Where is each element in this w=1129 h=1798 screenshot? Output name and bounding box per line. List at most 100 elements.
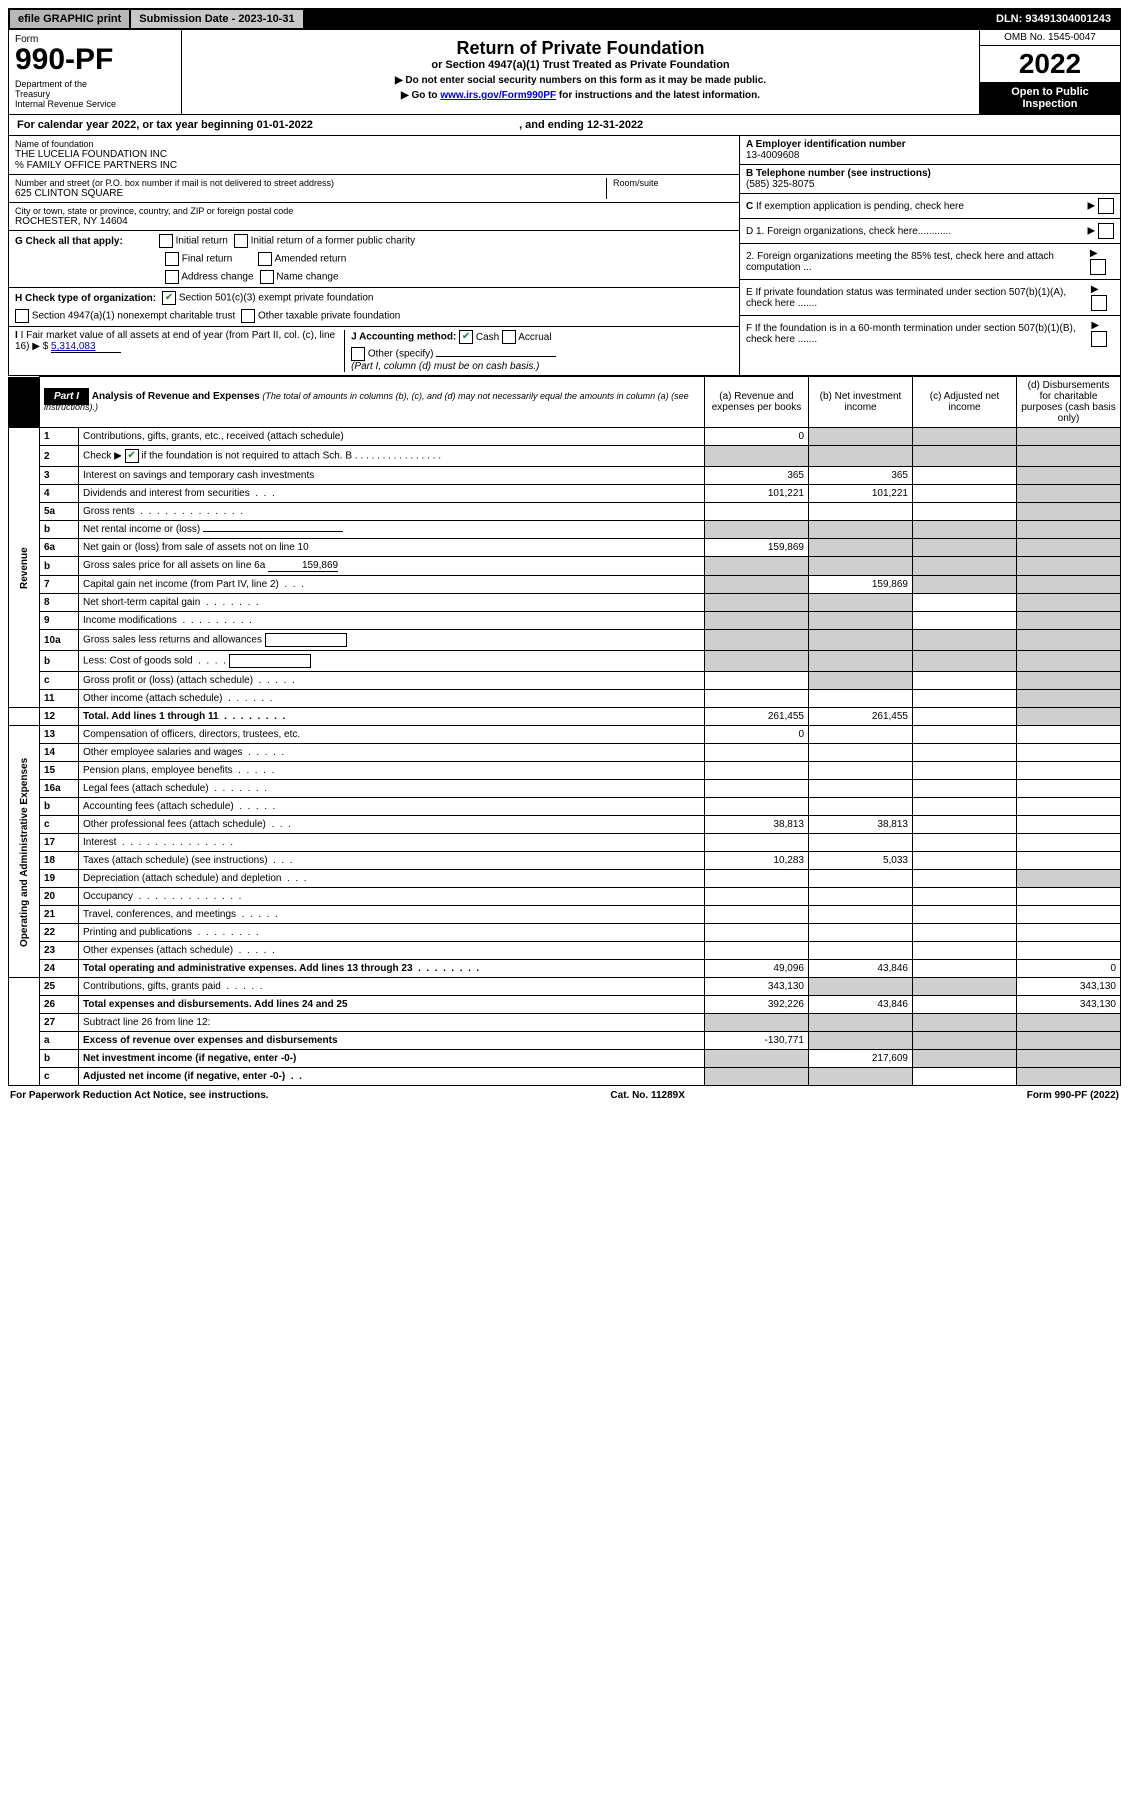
checkbox-c[interactable] — [1098, 198, 1114, 214]
j-accrual: Accrual — [518, 332, 551, 343]
g-opt6: Name change — [276, 272, 338, 283]
line-17: 17Interest . . . . . . . . . . . . . . — [9, 834, 1121, 852]
entity-info: Name of foundation THE LUCELIA FOUNDATIO… — [8, 136, 1121, 376]
form-header: Form 990-PF Department of theTreasuryInt… — [8, 30, 1121, 115]
line-4: 4Dividends and interest from securities … — [9, 485, 1121, 503]
line-27: 27Subtract line 26 from line 12: — [9, 1014, 1121, 1032]
h-opt2: Section 4947(a)(1) nonexempt charitable … — [32, 311, 235, 322]
city-cell: City or town, state or province, country… — [9, 203, 739, 231]
cal-begin: 01-01-2022 — [257, 119, 313, 131]
i-arrow: ▶ $ — [32, 341, 48, 352]
addr-cell: Number and street (or P.O. box number if… — [9, 175, 739, 203]
line-16a: 16aLegal fees (attach schedule) . . . . … — [9, 780, 1121, 798]
e-cell: E If private foundation status was termi… — [740, 280, 1120, 316]
submission-date: Submission Date - 2023-10-31 — [131, 10, 304, 28]
j-other: Other (specify) — [368, 349, 434, 360]
line-21: 21Travel, conferences, and meetings . . … — [9, 906, 1121, 924]
addr-label: Number and street (or P.O. box number if… — [15, 178, 606, 188]
line-14: 14Other employee salaries and wages . . … — [9, 744, 1121, 762]
checkbox-d2[interactable] — [1090, 259, 1106, 275]
footer-right: Form 990-PF (2022) — [1027, 1090, 1119, 1101]
line-8: 8Net short-term capital gain . . . . . .… — [9, 594, 1121, 612]
checkbox-d1[interactable] — [1098, 223, 1114, 239]
h-opt3: Other taxable private foundation — [258, 311, 400, 322]
h-opt1: Section 501(c)(3) exempt private foundat… — [179, 293, 374, 304]
phone-value: (585) 325-8075 — [746, 179, 1114, 190]
line-2: 2 Check ▶ if the foundation is not requi… — [9, 446, 1121, 467]
checkbox-e[interactable] — [1091, 295, 1107, 311]
irs-link[interactable]: www.irs.gov/Form990PF — [440, 90, 556, 101]
checkbox-other-tax[interactable] — [241, 309, 255, 323]
checkbox-f[interactable] — [1091, 331, 1107, 347]
line-11: 11Other income (attach schedule) . . . .… — [9, 690, 1121, 708]
line-23: 23Other expenses (attach schedule) . . .… — [9, 942, 1121, 960]
open-to-public: Open to Public Inspection — [980, 82, 1120, 114]
checkbox-name[interactable] — [260, 270, 274, 284]
line-6b: bGross sales price for all assets on lin… — [9, 557, 1121, 576]
e-label: E If private foundation status was termi… — [746, 287, 1091, 309]
line-27a: aExcess of revenue over expenses and dis… — [9, 1032, 1121, 1050]
note2-pre: ▶ Go to — [401, 90, 440, 101]
cal-mid: , and ending — [519, 119, 587, 131]
f-cell: F If the foundation is in a 60-month ter… — [740, 316, 1120, 351]
city-label: City or town, state or province, country… — [15, 206, 733, 216]
omb-number: OMB No. 1545-0047 — [980, 30, 1120, 46]
checkbox-cash[interactable] — [459, 330, 473, 344]
c-cell: C If exemption application is pending, c… — [740, 194, 1120, 219]
g-opt4: Amended return — [275, 254, 347, 265]
topbar: efile GRAPHIC print Submission Date - 20… — [8, 8, 1121, 30]
j-note: (Part I, column (d) must be on cash basi… — [351, 361, 733, 372]
col-c-header: (c) Adjusted net income — [913, 377, 1017, 428]
entity-right: A Employer identification number 13-4009… — [739, 136, 1120, 375]
footer-left: For Paperwork Reduction Act Notice, see … — [10, 1090, 269, 1101]
checkbox-other-method[interactable] — [351, 347, 365, 361]
col-d-header: (d) Disbursements for charitable purpose… — [1017, 377, 1121, 428]
note2-post: for instructions and the latest informat… — [556, 90, 760, 101]
checkbox-4947[interactable] — [15, 309, 29, 323]
line-10a: 10aGross sales less returns and allowanc… — [9, 630, 1121, 651]
col-a-header: (a) Revenue and expenses per books — [705, 377, 809, 428]
checkbox-address[interactable] — [165, 270, 179, 284]
line-22: 22Printing and publications . . . . . . … — [9, 924, 1121, 942]
note-goto: ▶ Go to www.irs.gov/Form990PF for instru… — [192, 90, 969, 101]
line-10b: bLess: Cost of goods sold . . . . — [9, 651, 1121, 672]
dln: DLN: 93491304001243 — [988, 10, 1119, 28]
line-12: 12Total. Add lines 1 through 11 . . . . … — [9, 708, 1121, 726]
header-left: Form 990-PF Department of theTreasuryInt… — [9, 30, 182, 114]
g-opt3: Final return — [182, 254, 233, 265]
g-label: G Check all that apply: — [15, 236, 123, 247]
d1-cell: D 1. Foreign organizations, check here..… — [740, 219, 1120, 244]
checkbox-accrual[interactable] — [502, 330, 516, 344]
line-16b: bAccounting fees (attach schedule) . . .… — [9, 798, 1121, 816]
header-center: Return of Private Foundation or Section … — [182, 30, 979, 114]
g-opt1: Initial return — [176, 236, 228, 247]
ij-cell: I I Fair market value of all assets at e… — [9, 327, 739, 375]
checkbox-final[interactable] — [165, 252, 179, 266]
g-opt2: Initial return of a former public charit… — [251, 236, 416, 247]
part1-title: Analysis of Revenue and Expenses — [92, 391, 260, 402]
g-opt5: Address change — [181, 272, 253, 283]
foundation-name: THE LUCELIA FOUNDATION INC — [15, 149, 733, 160]
part1-table: Part I Analysis of Revenue and Expenses … — [8, 376, 1121, 1086]
header-right: OMB No. 1545-0047 2022 Open to Public In… — [979, 30, 1120, 114]
line-1: Revenue 1 Contributions, gifts, grants, … — [9, 428, 1121, 446]
checkbox-initial[interactable] — [159, 234, 173, 248]
line-27c: cAdjusted net income (if negative, enter… — [9, 1068, 1121, 1086]
checkbox-initial-former[interactable] — [234, 234, 248, 248]
checkbox-amended[interactable] — [258, 252, 272, 266]
cal-end: 12-31-2022 — [587, 119, 643, 131]
name-label: Name of foundation — [15, 139, 733, 149]
line-5b: bNet rental income or (loss) — [9, 521, 1121, 539]
efile-label[interactable]: efile GRAPHIC print — [10, 10, 131, 28]
i-value[interactable]: 5,314,083 — [51, 341, 121, 353]
checkbox-501c3[interactable] — [162, 291, 176, 305]
checkbox-schb[interactable] — [125, 449, 139, 463]
c-label: If exemption application is pending, che… — [756, 201, 964, 212]
page-footer: For Paperwork Reduction Act Notice, see … — [8, 1086, 1121, 1105]
line-3: 3Interest on savings and temporary cash … — [9, 467, 1121, 485]
h-label: H Check type of organization: — [15, 293, 156, 304]
l1-a: 0 — [705, 428, 809, 446]
h-cell: H Check type of organization: Section 50… — [9, 288, 739, 327]
revenue-side: Revenue — [9, 428, 40, 708]
line-16c: cOther professional fees (attach schedul… — [9, 816, 1121, 834]
